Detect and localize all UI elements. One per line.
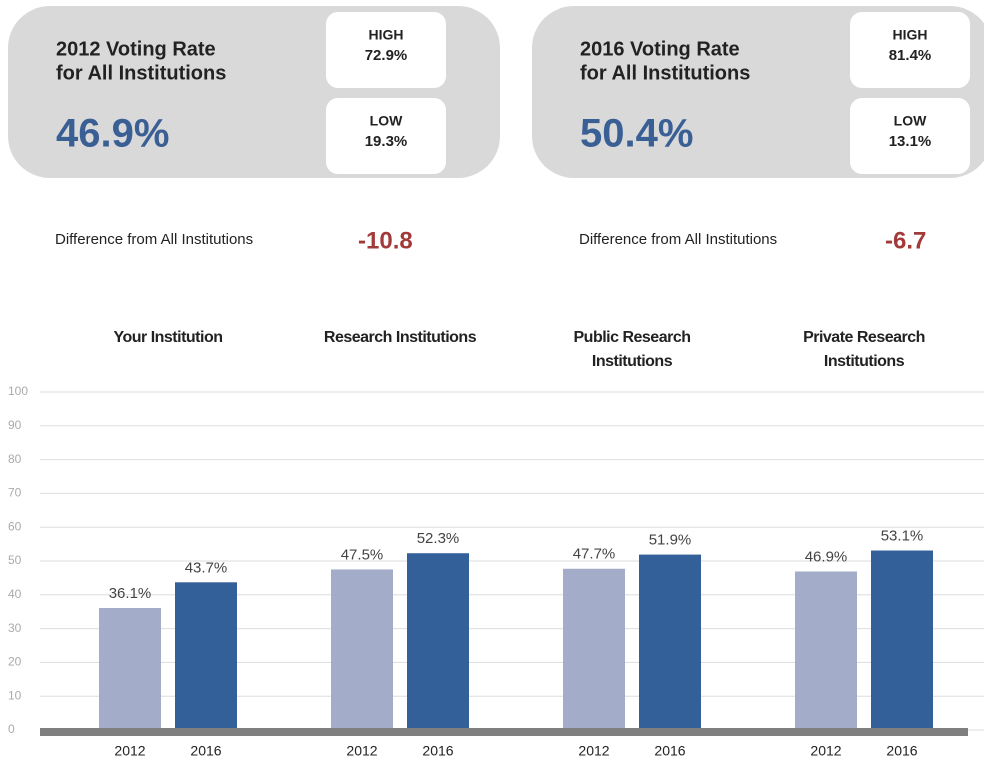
y-tick-label: 50: [8, 553, 22, 567]
high-box: [326, 12, 446, 88]
y-tick-label: 20: [8, 655, 22, 669]
x-tick-label: 2012: [114, 743, 145, 759]
y-tick-label: 10: [8, 688, 22, 702]
y-tick-label: 30: [8, 621, 22, 635]
low-label: LOW: [894, 113, 927, 129]
value-label: 52.3%: [417, 530, 460, 547]
value-label: 43.7%: [185, 559, 228, 576]
card-title: for All Institutions: [56, 62, 226, 84]
x-tick-label: 2012: [810, 743, 841, 759]
group-title: Research Institutions: [324, 329, 477, 346]
bar: [871, 550, 933, 730]
bar: [639, 554, 701, 730]
bar: [407, 553, 469, 730]
y-tick-label: 90: [8, 418, 22, 432]
x-tick-label: 2016: [654, 743, 685, 759]
bar: [795, 571, 857, 730]
y-tick-label: 80: [8, 452, 22, 466]
x-tick-label: 2012: [578, 743, 609, 759]
x-tick-label: 2016: [886, 743, 917, 759]
difference-value: -6.7: [885, 227, 926, 254]
value-label: 53.1%: [881, 527, 924, 544]
baseline: [40, 728, 968, 736]
low-box: [850, 98, 970, 174]
high-box: [850, 12, 970, 88]
bar: [331, 569, 393, 730]
y-tick-label: 0: [8, 722, 15, 736]
bar: [563, 568, 625, 730]
low-value: 19.3%: [365, 133, 408, 150]
group-title: Your Institution: [113, 329, 222, 346]
card-title: for All Institutions: [580, 62, 750, 84]
difference-label: Difference from All Institutions: [579, 231, 777, 248]
high-value: 81.4%: [889, 47, 932, 64]
group-title: Private Research: [803, 329, 925, 346]
x-tick-label: 2012: [346, 743, 377, 759]
group-title: Public Research: [574, 329, 691, 346]
bar: [175, 582, 237, 730]
group-title: Institutions: [592, 353, 673, 370]
high-label: HIGH: [369, 27, 404, 43]
low-box: [326, 98, 446, 174]
card-rate: 46.9%: [56, 112, 169, 156]
low-value: 13.1%: [889, 133, 932, 150]
value-label: 47.7%: [573, 546, 616, 563]
y-tick-label: 100: [8, 384, 28, 398]
y-tick-label: 70: [8, 486, 22, 500]
value-label: 51.9%: [649, 532, 692, 549]
card-title: 2012 Voting Rate: [56, 38, 216, 60]
bar: [99, 607, 161, 730]
card-rate: 50.4%: [580, 112, 693, 156]
difference-label: Difference from All Institutions: [55, 231, 253, 248]
x-tick-label: 2016: [190, 743, 221, 759]
card-title: 2016 Voting Rate: [580, 38, 740, 60]
value-label: 36.1%: [109, 585, 152, 602]
y-tick-label: 60: [8, 519, 22, 533]
high-label: HIGH: [893, 27, 928, 43]
value-label: 46.9%: [805, 548, 848, 565]
high-value: 72.9%: [365, 47, 408, 64]
difference-value: -10.8: [358, 227, 413, 254]
low-label: LOW: [370, 113, 403, 129]
value-label: 47.5%: [341, 546, 384, 563]
y-tick-label: 40: [8, 587, 22, 601]
group-title: Institutions: [824, 353, 905, 370]
x-tick-label: 2016: [422, 743, 453, 759]
